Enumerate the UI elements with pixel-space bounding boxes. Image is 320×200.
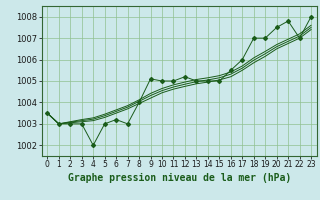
X-axis label: Graphe pression niveau de la mer (hPa): Graphe pression niveau de la mer (hPa) — [68, 173, 291, 183]
